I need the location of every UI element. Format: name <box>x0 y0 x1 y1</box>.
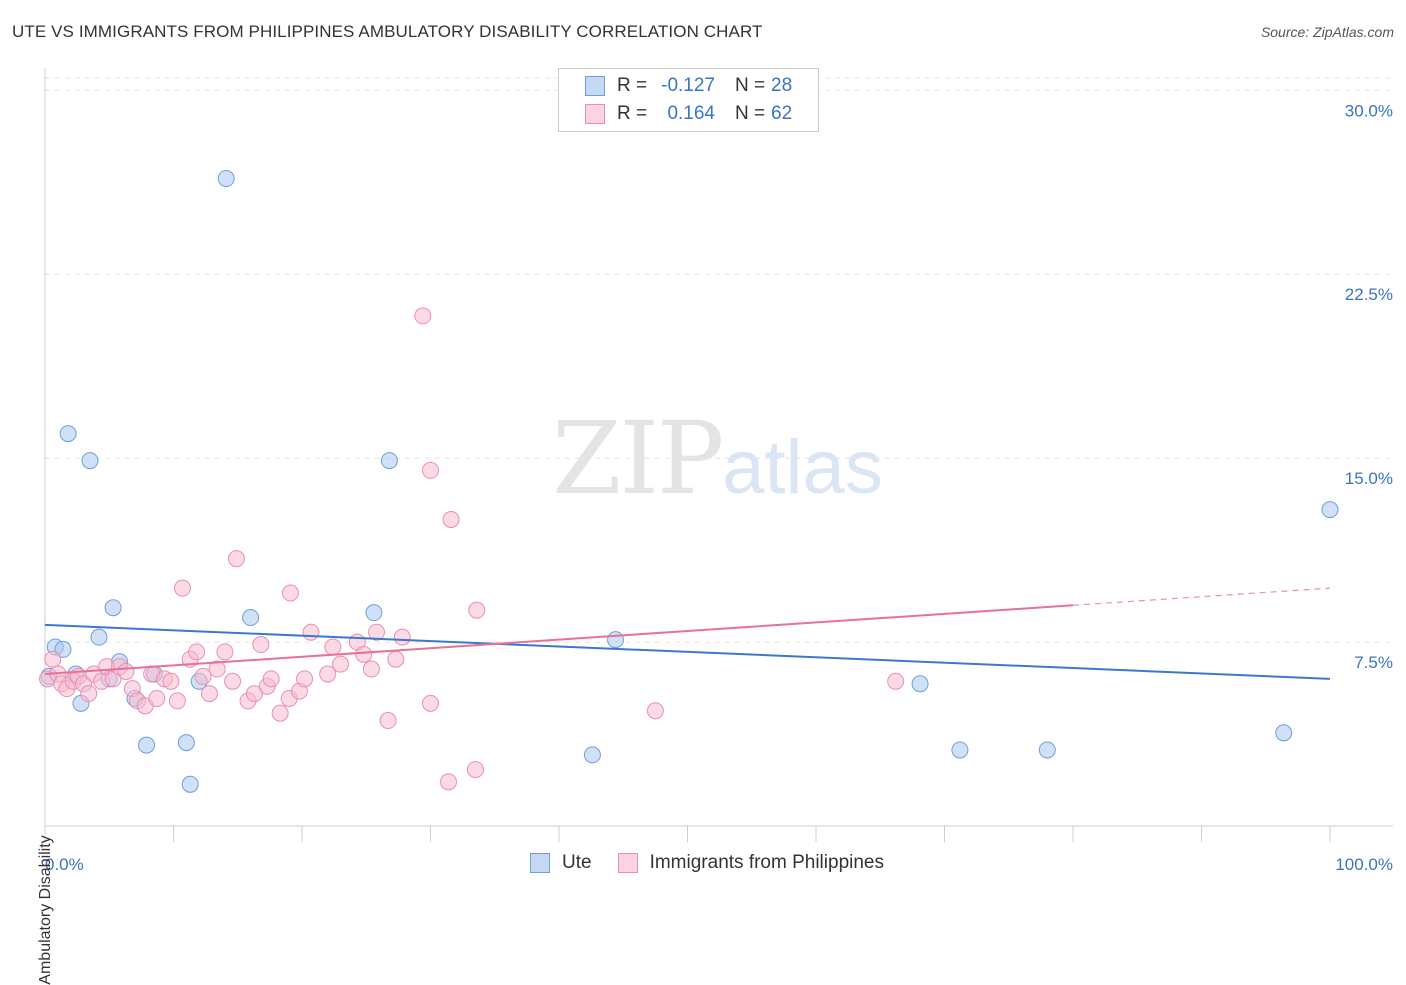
philippines-point <box>362 660 380 678</box>
y-tick-label: 7.5% <box>1354 653 1393 672</box>
philippines-point <box>117 662 135 680</box>
philippines-point <box>281 584 299 602</box>
philippines-point <box>148 689 166 707</box>
ute-point <box>138 736 156 754</box>
philippines-point <box>252 636 270 654</box>
philippines-point <box>414 307 432 325</box>
x-tick-label: 0.0% <box>45 855 84 874</box>
ute-point <box>90 628 108 646</box>
legend-item-ute: Ute <box>530 852 592 874</box>
ute-point <box>104 599 122 617</box>
philippines-point <box>422 694 439 712</box>
philippines-point <box>302 623 320 641</box>
y-axis-label: Ambulatory Disability <box>37 835 54 985</box>
philippines-point <box>332 655 350 673</box>
y-tick-label: 22.5% <box>1345 285 1393 304</box>
legend-r-value: -0.127 <box>661 75 715 96</box>
philippines-point <box>319 665 337 683</box>
philippines-point <box>442 510 460 528</box>
source-credit: Source: ZipAtlas.com <box>1260 24 1394 40</box>
philippines-point <box>379 712 397 730</box>
ute-point <box>1321 501 1339 519</box>
series-legend: Ute Immigrants from Philippines <box>530 852 910 874</box>
philippines-point <box>224 672 242 690</box>
ute-point <box>380 452 398 470</box>
legend-n-label: N = <box>735 75 766 96</box>
philippines-point <box>468 601 486 619</box>
philippines-point <box>646 702 664 720</box>
watermark: ZIPatlas <box>552 400 883 517</box>
legend-swatch-ute <box>585 76 605 96</box>
ute-point <box>217 170 235 188</box>
philippines-point <box>44 650 62 668</box>
ute-point <box>81 452 99 470</box>
legend-n-label: N = <box>735 103 766 124</box>
philippines-point <box>208 660 226 678</box>
philippines-point <box>887 672 905 690</box>
philippines-point <box>262 670 280 688</box>
philippines-point <box>296 670 314 688</box>
ute-point <box>177 734 195 752</box>
philippines-point <box>162 672 180 690</box>
ute-point <box>911 675 929 693</box>
stats-legend: R = -0.127 N = 28 R = 0.164 N = 62 <box>558 68 819 132</box>
philippines-point <box>439 773 457 791</box>
x-tick-label: 100.0% <box>1335 855 1393 874</box>
ute-point <box>583 746 601 764</box>
legend-r-value: 0.164 <box>667 103 715 124</box>
legend-row-ute: R = -0.127 N = 28 <box>585 73 792 99</box>
ute-trend-line <box>44 623 1331 680</box>
ute-point <box>607 631 625 649</box>
legend-r-label: R = <box>617 103 648 124</box>
scatter-plot: 7.5% 15.0% 22.5% 30.0% 0.0% 100.0% <box>39 68 1393 874</box>
philippines-point <box>188 643 206 661</box>
philippines-point <box>355 645 373 663</box>
philippines-point <box>422 461 439 479</box>
ute-point <box>951 741 969 759</box>
philippines-point <box>216 643 234 661</box>
ute-point <box>54 640 72 658</box>
legend-label-philippines: Immigrants from Philippines <box>649 852 884 873</box>
philippines-trend-line <box>44 604 1074 675</box>
legend-swatch-philippines <box>585 104 605 124</box>
philippines-point <box>245 685 263 703</box>
philippines-point <box>173 579 191 597</box>
ute-point <box>181 775 199 793</box>
chart-title: UTE VS IMMIGRANTS FROM PHILIPPINES AMBUL… <box>12 22 763 41</box>
watermark-atlas: atlas <box>722 425 883 510</box>
ute-point <box>1038 741 1056 759</box>
legend-r-label: R = <box>617 75 648 96</box>
legend-row-philippines: R = 0.164 N = 62 <box>585 101 792 127</box>
philippines-point <box>368 623 386 641</box>
philippines-point <box>80 685 98 703</box>
ute-point <box>59 425 77 443</box>
y-tick-label: 15.0% <box>1345 469 1393 488</box>
philippines-point <box>466 761 484 779</box>
philippines-point <box>393 628 411 646</box>
philippines-point <box>324 638 342 656</box>
philippines-point <box>271 704 289 722</box>
legend-label-ute: Ute <box>562 852 592 873</box>
ute-point <box>365 604 383 622</box>
ute-point <box>1275 724 1293 742</box>
legend-item-philippines: Immigrants from Philippines <box>617 852 884 874</box>
philippines-point <box>194 667 212 685</box>
philippines-point <box>387 650 405 668</box>
legend-swatch-philippines <box>617 853 638 873</box>
philippines-trend-line-dashed <box>1072 587 1331 606</box>
philippines-point <box>227 550 245 568</box>
philippines-point <box>168 692 186 710</box>
legend-swatch-ute <box>530 853 550 873</box>
y-tick-label: 30.0% <box>1345 101 1393 120</box>
legend-n-value: 28 <box>771 75 793 96</box>
philippines-point <box>200 685 218 703</box>
ute-point <box>242 609 260 627</box>
legend-n-value: 62 <box>771 103 793 124</box>
